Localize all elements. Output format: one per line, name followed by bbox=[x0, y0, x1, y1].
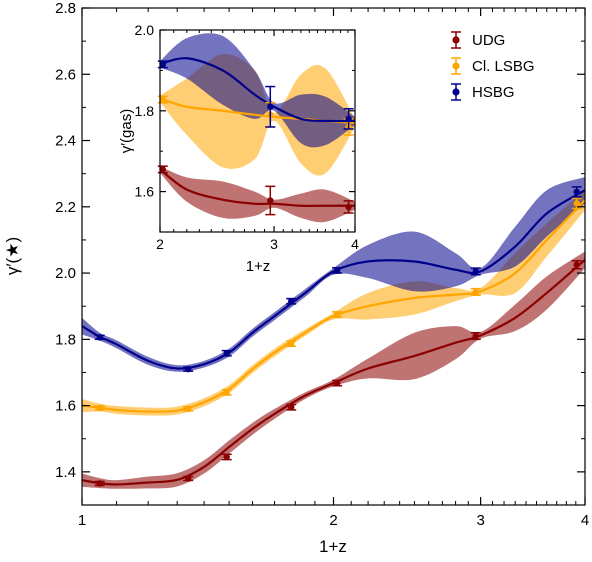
main-point-1-3 bbox=[286, 340, 297, 348]
legend-item-2: HSBG bbox=[451, 83, 515, 101]
main-point-0-1 bbox=[183, 475, 194, 482]
main-point-2-2 bbox=[221, 349, 232, 357]
main-band-2 bbox=[82, 176, 585, 372]
main-point-2-4 bbox=[332, 267, 343, 274]
inset-plot: 2 3 4 1.6 1.8 2.0 1+z γ′(gas) bbox=[118, 22, 359, 275]
main-point-0-0 bbox=[94, 480, 105, 487]
main-point-1-5 bbox=[470, 287, 481, 297]
main-point-0-6 bbox=[571, 260, 582, 270]
inset-lines bbox=[160, 57, 355, 207]
main-point-1-1 bbox=[183, 405, 194, 413]
main-x-tick-label: 3 bbox=[476, 512, 484, 529]
inset-plot-frame bbox=[159, 29, 356, 233]
inset-point-0-1 bbox=[265, 185, 276, 216]
main-y-tick-label: 1.8 bbox=[55, 331, 76, 348]
main-y-tick-label: 2.8 bbox=[55, 0, 76, 17]
inset-x-label: 1+z bbox=[246, 258, 271, 275]
legend-label-2: HSBG bbox=[472, 84, 515, 101]
main-point-1-4 bbox=[332, 311, 343, 318]
main-x-tick-label: 1 bbox=[78, 512, 86, 529]
inset-band-0 bbox=[160, 166, 355, 223]
main-line-2 bbox=[82, 189, 585, 370]
main-x-label: 1+z bbox=[319, 537, 347, 556]
legend-item-1: Cl. LSBG bbox=[451, 57, 535, 75]
inset-y-tick-label: 1.8 bbox=[135, 103, 155, 119]
inset-point-2-1 bbox=[265, 85, 276, 128]
legend-label-1: Cl. LSBG bbox=[472, 58, 535, 75]
main-x-tick-label: 4 bbox=[581, 512, 589, 529]
main-y-tick-label: 1.4 bbox=[55, 464, 76, 481]
inset-x-tick-label: 4 bbox=[351, 236, 359, 252]
main-y-tick-label: 2.0 bbox=[55, 265, 76, 282]
inset-ticks: 2 3 4 1.6 1.8 2.0 bbox=[135, 22, 360, 252]
main-point-0-5 bbox=[470, 331, 481, 341]
inset-y-tick-label: 2.0 bbox=[135, 22, 155, 38]
main-y-tick-label: 2.6 bbox=[55, 66, 76, 83]
main-x-tick-label: 2 bbox=[329, 512, 337, 529]
main-y-tick-label: 2.2 bbox=[55, 199, 76, 216]
inset-line-2 bbox=[160, 57, 355, 123]
main-point-1-2 bbox=[221, 388, 232, 396]
main-ticks: 1 2 3 4 1.4 1.6 1.8 2.0 2.2 2.4 2.6 2.8 bbox=[55, 0, 589, 529]
main-point-1-6 bbox=[571, 197, 582, 210]
inset-x-tick-label: 2 bbox=[156, 236, 164, 252]
main-point-0-4 bbox=[332, 379, 343, 387]
main-y-tick-label: 1.6 bbox=[55, 398, 76, 415]
legend: UDG Cl. LSBG HSBG bbox=[451, 31, 535, 101]
main-point-0-2 bbox=[221, 453, 232, 461]
main-point-2-3 bbox=[286, 297, 297, 305]
main-point-2-1 bbox=[183, 365, 194, 373]
main-point-1-0 bbox=[94, 404, 105, 412]
inset-point-0-2 bbox=[343, 200, 354, 214]
legend-item-0: UDG bbox=[451, 31, 505, 49]
main-bands bbox=[82, 176, 585, 489]
main-point-2-0 bbox=[94, 334, 105, 341]
inset-x-tick-label: 3 bbox=[270, 236, 278, 252]
inset-line-0 bbox=[160, 168, 355, 207]
legend-label-0: UDG bbox=[472, 32, 505, 49]
main-y-label: γ′(★) bbox=[3, 237, 22, 275]
inset-point-2-2 bbox=[343, 108, 354, 130]
main-point-2-6 bbox=[571, 186, 582, 198]
main-y-tick-label: 2.4 bbox=[55, 133, 76, 150]
main-point-0-3 bbox=[286, 403, 297, 411]
main-points bbox=[94, 186, 582, 487]
inset-y-label: γ′(gas) bbox=[118, 109, 135, 154]
main-point-2-5 bbox=[470, 267, 481, 276]
inset-y-tick-label: 1.6 bbox=[135, 184, 155, 200]
main-plot: 1 2 3 4 1.4 1.6 1.8 2.0 2.2 2.4 2.6 2.8 1+z γ′(★) bbox=[3, 0, 589, 556]
